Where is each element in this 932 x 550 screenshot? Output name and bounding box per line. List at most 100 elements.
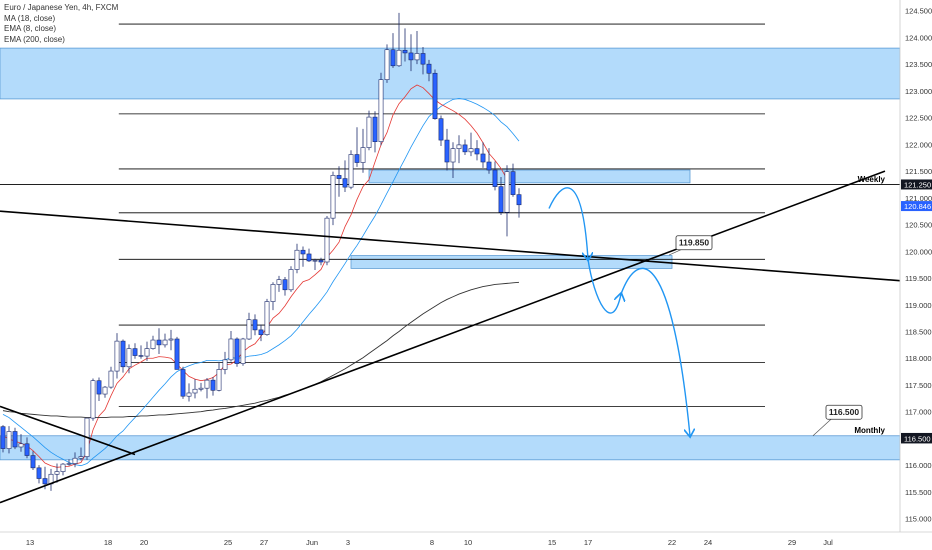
candle-body-25[interactable] [150, 339, 156, 349]
candle-body-48[interactable] [288, 269, 294, 291]
candle-body-39[interactable] [234, 338, 240, 364]
price-badge-1[interactable] [901, 201, 932, 212]
candle-body-56[interactable] [336, 175, 342, 179]
trendlines-layer[interactable] [0, 170, 901, 504]
candle-body-24[interactable] [144, 348, 150, 357]
candle-body-43[interactable] [258, 329, 264, 336]
candle-body-47[interactable] [282, 279, 288, 291]
candle-body-44[interactable] [264, 301, 270, 336]
candle-body-61[interactable] [366, 116, 372, 148]
candle-body-16[interactable] [96, 380, 102, 395]
candle-body-21[interactable] [126, 348, 132, 368]
candle-body-10[interactable] [60, 463, 66, 472]
candle-body-36[interactable] [216, 369, 222, 391]
candle-body-9[interactable] [54, 471, 60, 475]
candle-body-12[interactable] [72, 457, 78, 464]
candle-body-60[interactable] [360, 147, 366, 163]
candle-body-51[interactable] [306, 253, 312, 262]
projection-arrow-1[interactable] [587, 259, 621, 314]
candle-body-18[interactable] [108, 370, 114, 388]
candle-body-40[interactable] [240, 338, 246, 364]
candle-body-22[interactable] [132, 348, 138, 356]
price-axis[interactable]: 124.500 124.000 123.500 123.000 122.500 122.0… [899, 0, 932, 532]
candle-body-33[interactable] [198, 387, 204, 390]
candle-body-45[interactable] [270, 284, 276, 302]
candle-body-75[interactable] [450, 148, 456, 163]
candle-body-20[interactable] [120, 340, 126, 368]
candle-body-59[interactable] [354, 154, 360, 163]
candle-body-11[interactable] [66, 463, 72, 465]
candle-body-27[interactable] [162, 339, 168, 346]
candle-body-72[interactable] [432, 72, 438, 119]
candle-body-76[interactable] [456, 144, 462, 149]
candle-body-38[interactable] [228, 338, 234, 361]
trendline-0[interactable] [0, 170, 886, 504]
candle-body-86[interactable] [516, 194, 522, 206]
candle-body-17[interactable] [102, 386, 108, 395]
candle-body-34[interactable] [204, 379, 210, 389]
candle-body-29[interactable] [174, 338, 180, 370]
candle-body-32[interactable] [192, 388, 198, 394]
candle-body-49[interactable] [294, 249, 300, 270]
projection-arrow-0[interactable] [548, 187, 588, 259]
candle-body-80[interactable] [480, 153, 486, 163]
candle-body-50[interactable] [300, 249, 306, 255]
candle-body-69[interactable] [414, 53, 420, 61]
candle-body-28[interactable] [168, 338, 174, 341]
candle-body-15[interactable] [90, 380, 96, 419]
candle-body-82[interactable] [492, 169, 498, 187]
zone-rect-2[interactable] [350, 255, 673, 269]
candle-body-70[interactable] [420, 53, 426, 65]
candle-body-1[interactable] [6, 431, 12, 449]
candle-body-77[interactable] [462, 144, 468, 153]
candle-body-63[interactable] [378, 79, 384, 142]
trendline-2[interactable] [0, 405, 136, 456]
trendline-1[interactable] [0, 210, 901, 282]
candle-body-53[interactable] [318, 260, 324, 263]
candle-body-52[interactable] [312, 260, 318, 262]
candle-body-84[interactable] [504, 171, 510, 213]
candle-body-6[interactable] [36, 467, 42, 479]
candles-layer[interactable] [0, 12, 522, 491]
price-badge-0[interactable] [901, 179, 932, 190]
price-badge-3[interactable] [901, 433, 932, 444]
candle-body-73[interactable] [438, 118, 444, 141]
candle-body-37[interactable] [222, 359, 228, 370]
candle-body-65[interactable] [390, 49, 396, 67]
candle-body-13[interactable] [78, 456, 84, 459]
candle-body-41[interactable] [246, 319, 252, 340]
candle-body-57[interactable] [342, 178, 348, 188]
candle-body-55[interactable] [330, 175, 336, 219]
candle-body-79[interactable] [474, 148, 480, 155]
callout-box-0[interactable] [675, 235, 713, 251]
candle-body-42[interactable] [252, 319, 258, 331]
candle-body-81[interactable] [486, 161, 492, 171]
candle-body-71[interactable] [426, 63, 432, 74]
candle-body-5[interactable] [30, 455, 36, 469]
zone-rect-1[interactable] [368, 169, 691, 184]
candle-body-85[interactable] [510, 171, 516, 195]
candle-body-83[interactable] [498, 186, 504, 213]
candle-body-54[interactable] [324, 217, 330, 263]
zone-rect-3[interactable] [0, 435, 901, 461]
candle-body-30[interactable] [180, 369, 186, 397]
candle-body-68[interactable] [408, 52, 414, 61]
candle-body-4[interactable] [24, 443, 30, 456]
time-axis[interactable]: 13 18 20 25 27 Jun 3 8 10 15 17 22 24 29 Jul [0, 531, 932, 550]
zone-rect-0[interactable] [0, 47, 901, 100]
candle-body-26[interactable] [156, 339, 162, 346]
candle-body-46[interactable] [276, 279, 282, 285]
projection-arrow-2[interactable] [620, 267, 690, 435]
candle-body-3[interactable] [18, 443, 24, 448]
candle-body-31[interactable] [186, 392, 192, 397]
candle-body-35[interactable] [210, 379, 216, 391]
candle-body-64[interactable] [384, 49, 390, 80]
callouts-layer[interactable]: 119.850 116.500 [668, 235, 863, 437]
candle-body-7[interactable] [42, 478, 48, 485]
callout-box-1[interactable] [825, 404, 863, 420]
candle-body-62[interactable] [372, 116, 378, 142]
candle-body-0[interactable] [0, 426, 6, 449]
candle-body-78[interactable] [468, 148, 474, 153]
candle-body-67[interactable] [402, 49, 408, 54]
